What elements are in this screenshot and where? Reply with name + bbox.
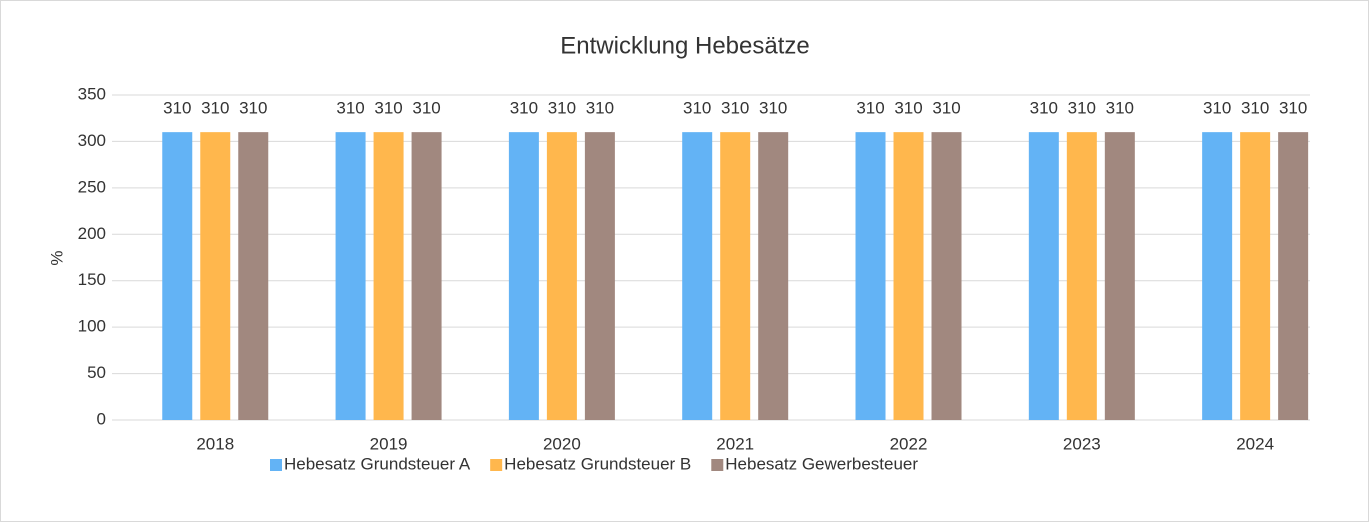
value-label: 310: [759, 99, 787, 118]
value-label: 310: [239, 99, 267, 118]
legend-swatch: [270, 459, 282, 471]
value-label: 310: [586, 99, 614, 118]
bar: [855, 132, 886, 420]
bar: [238, 132, 269, 420]
bar: [1104, 132, 1135, 420]
x-tick-label: 2021: [716, 434, 754, 453]
value-label: 310: [856, 99, 884, 118]
value-label: 310: [1068, 99, 1096, 118]
bar: [200, 132, 231, 420]
value-label: 310: [374, 99, 402, 118]
bar: [584, 132, 615, 420]
bar: [1240, 132, 1271, 420]
bar: [893, 132, 924, 420]
value-label: 310: [201, 99, 229, 118]
bar: [682, 132, 713, 420]
bar: [931, 132, 962, 420]
x-tick-label: 2020: [543, 434, 581, 453]
y-tick-label: 150: [78, 270, 106, 289]
bar: [1028, 132, 1059, 420]
legend-swatch: [711, 459, 724, 471]
bar: [1202, 132, 1233, 420]
y-tick-label: 350: [78, 84, 106, 103]
chart-title: Entwicklung Hebesätze: [560, 32, 809, 59]
y-tick-label: 300: [78, 131, 106, 150]
bar: [720, 132, 751, 420]
bar: [335, 132, 366, 420]
x-tick-label: 2024: [1236, 434, 1274, 453]
bar: [758, 132, 789, 420]
value-label: 310: [1106, 99, 1134, 118]
value-label: 310: [412, 99, 440, 118]
legend-label: Hebesatz Gewerbesteuer: [725, 454, 918, 473]
value-label: 310: [510, 99, 538, 118]
value-label: 310: [548, 99, 576, 118]
value-label: 310: [1241, 99, 1269, 118]
bar: [1278, 132, 1309, 420]
y-tick-label: 50: [87, 363, 106, 382]
value-label: 310: [894, 99, 922, 118]
value-label: 310: [721, 99, 749, 118]
x-tick-label: 2018: [196, 434, 234, 453]
y-tick-label: 100: [78, 317, 106, 336]
y-axis-label: %: [47, 250, 66, 265]
bar: [1066, 132, 1097, 420]
y-tick-label: 250: [78, 177, 106, 196]
bar: [508, 132, 539, 420]
bar: [162, 132, 193, 420]
value-label: 310: [683, 99, 711, 118]
value-label: 310: [336, 99, 364, 118]
x-tick-label: 2022: [890, 434, 928, 453]
bar: [546, 132, 577, 420]
value-label: 310: [932, 99, 960, 118]
x-tick-label: 2019: [370, 434, 408, 453]
legend-label: Hebesatz Grundsteuer B: [504, 454, 691, 473]
bar: [373, 132, 404, 420]
y-tick-label: 0: [97, 409, 106, 428]
legend-swatch: [490, 459, 503, 471]
value-label: 310: [1030, 99, 1058, 118]
value-label: 310: [163, 99, 191, 118]
y-tick-label: 200: [78, 224, 106, 243]
bar: [411, 132, 442, 420]
legend-label: Hebesatz Grundsteuer A: [284, 454, 471, 473]
value-label: 310: [1203, 99, 1231, 118]
value-label: 310: [1279, 99, 1307, 118]
x-tick-label: 2023: [1063, 434, 1101, 453]
